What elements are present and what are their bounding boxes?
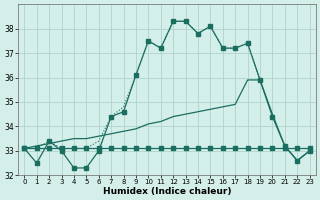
- X-axis label: Humidex (Indice chaleur): Humidex (Indice chaleur): [103, 187, 231, 196]
